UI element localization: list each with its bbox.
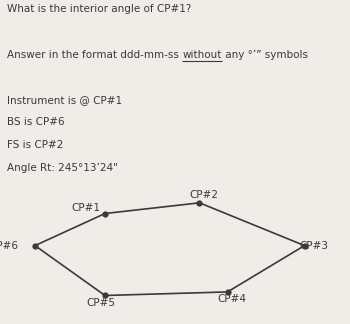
Text: CP#1: CP#1 bbox=[71, 203, 100, 213]
Text: CP#3: CP#3 bbox=[300, 241, 329, 250]
Text: Angle Rt: 245°13’24": Angle Rt: 245°13’24" bbox=[7, 163, 118, 173]
Text: BS is CP#6: BS is CP#6 bbox=[7, 117, 65, 127]
Text: without: without bbox=[182, 50, 222, 60]
Text: CP#2: CP#2 bbox=[189, 190, 218, 200]
Text: CP#6: CP#6 bbox=[0, 241, 19, 250]
Text: CP#5: CP#5 bbox=[86, 298, 115, 308]
Text: Instrument is @ CP#1: Instrument is @ CP#1 bbox=[7, 95, 122, 105]
Text: Answer in the format ddd-mm-ss: Answer in the format ddd-mm-ss bbox=[7, 50, 182, 60]
Text: CP#4: CP#4 bbox=[217, 295, 246, 305]
Text: FS is CP#2: FS is CP#2 bbox=[7, 140, 63, 150]
Text: What is the interior angle of CP#1?: What is the interior angle of CP#1? bbox=[7, 5, 191, 14]
Text: any °’” symbols: any °’” symbols bbox=[222, 50, 308, 60]
